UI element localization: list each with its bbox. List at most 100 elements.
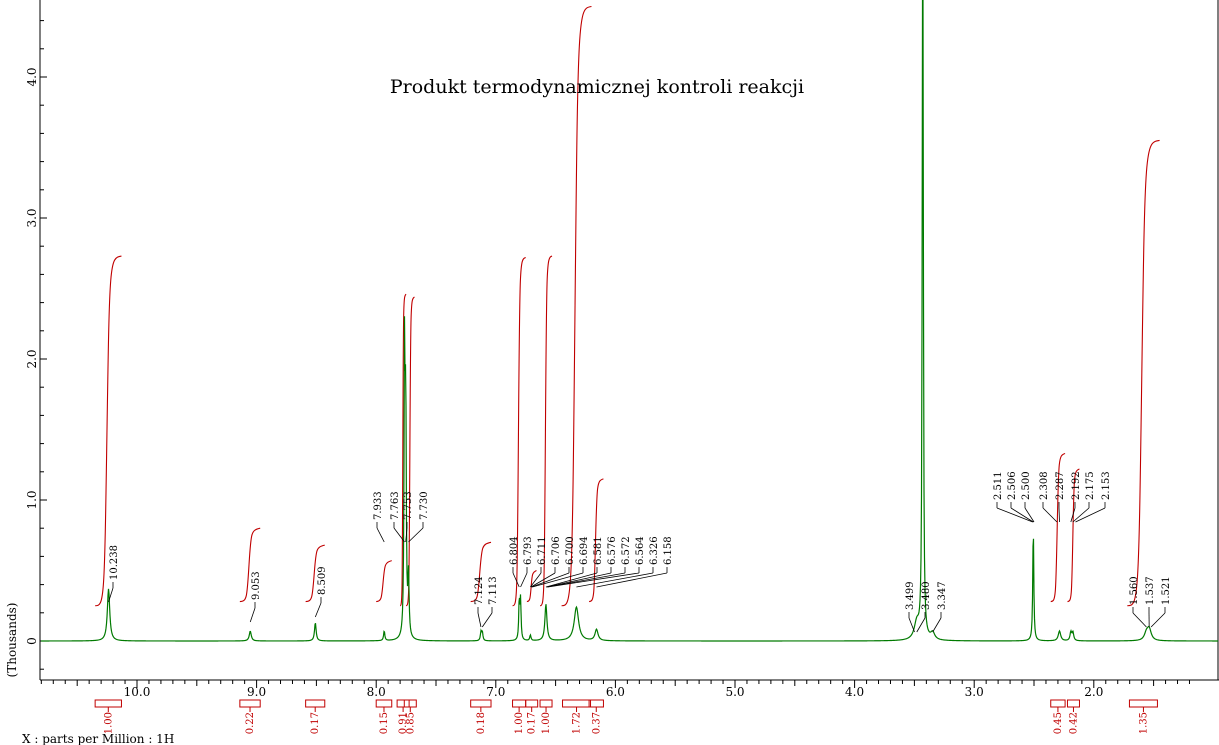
integration-bar	[539, 699, 553, 708]
integration-bar	[305, 699, 326, 708]
y-tick-label: 0	[25, 637, 39, 645]
peak-label-leader	[1010, 507, 1034, 523]
spectrum-trace	[41, 0, 1218, 642]
peak-label: 2.192	[1071, 471, 1082, 500]
integration-bar	[239, 699, 261, 708]
integration-value-label: 1.00	[103, 712, 114, 734]
integration-value-label: 0.91	[398, 712, 409, 734]
peak-label: 6.564	[635, 536, 646, 565]
peak-label: 3.499	[905, 581, 916, 610]
peak-label: 10.238	[109, 545, 120, 580]
peak-label: 2.287	[1055, 471, 1066, 500]
peak-label-leader	[576, 572, 654, 588]
integral-curve	[1067, 468, 1080, 603]
chart-title: Produkt termodynamicznej kontroli reakcj…	[390, 76, 804, 98]
peak-label-leader	[512, 572, 520, 588]
integration-bar	[396, 699, 410, 708]
peak-label: 6.804	[509, 536, 520, 565]
y-tick-label: 3.0	[25, 208, 39, 227]
peak-label: 3.480	[921, 581, 932, 610]
axes-layer: 0 1.0 2.0 3.0 4.0 10.0 9.0 8.0 7.0 6.0 5.0 4.0 3.0 2.…	[25, 0, 1219, 699]
integral-curve	[539, 255, 553, 607]
peak-label: 2.511	[993, 471, 1004, 500]
peak-label-leader	[477, 612, 482, 628]
peak-label-leader	[530, 572, 542, 588]
peak-label: 6.581	[593, 536, 604, 565]
integral-curve	[1050, 452, 1066, 603]
peak-label: 1.537	[1145, 576, 1156, 605]
peak-label-leader	[546, 572, 612, 588]
peak-label: 2.308	[1039, 471, 1050, 500]
peak-label: 6.158	[663, 536, 674, 565]
peak-label-leader	[916, 617, 926, 633]
integration-bar	[470, 699, 492, 708]
y-tick-label: 4.0	[25, 67, 39, 86]
peak-label-leader	[520, 572, 528, 588]
integral-curve	[405, 296, 415, 607]
y-tick-label: 1.0	[25, 490, 39, 509]
peak-label: 7.753	[403, 491, 414, 520]
integral-curve	[512, 256, 526, 607]
integral-curve	[561, 5, 592, 607]
integral-curve	[470, 541, 492, 603]
integral-curve	[95, 255, 122, 607]
integration-value-label: 1.00	[541, 712, 552, 734]
peak-label: 1.560	[1129, 576, 1140, 605]
peak-label-leader	[405, 527, 408, 543]
peak-label: 6.694	[579, 536, 590, 565]
integration-value-label: 0.42	[1068, 712, 1079, 734]
x-tick-label: 10.0	[124, 685, 151, 699]
peak-label: 7.933	[373, 491, 384, 520]
integration-bar	[1128, 699, 1158, 708]
integration-value-label: 0.45	[1053, 712, 1064, 734]
integral-curve	[589, 478, 604, 603]
peak-label-leader	[932, 617, 942, 633]
peak-label: 7.730	[419, 491, 430, 520]
peak-label-leader	[481, 612, 493, 628]
x-tick-label: 6.0	[606, 685, 625, 699]
integration-value-label: 0.22	[245, 712, 256, 734]
integral-curve	[399, 293, 407, 607]
peak-label-leader	[547, 572, 640, 588]
peak-label-leader	[1150, 612, 1166, 628]
integration-value-label: 0.15	[379, 712, 390, 734]
peak-labels-layer: 10.238 9.053 8.509 7.933 7.763 7.753 7.730 7.12…	[108, 471, 1172, 633]
peak-label-leader	[1075, 507, 1106, 523]
integral-curve	[239, 527, 261, 603]
peak-label-leader	[546, 572, 626, 588]
x-tick-label: 5.0	[725, 685, 744, 699]
peak-label-leader	[545, 572, 598, 588]
integral-curve	[305, 544, 325, 603]
peak-label-leader	[314, 602, 322, 618]
integration-bar	[562, 699, 592, 708]
peak-label-leader	[596, 572, 668, 588]
peak-label: 6.793	[523, 536, 534, 565]
integration-value-label: 0.17	[310, 712, 321, 734]
peak-label: 7.124	[474, 576, 485, 605]
integration-bar	[525, 699, 539, 708]
x-tick-label: 2.0	[1084, 685, 1103, 699]
peak-label: 6.326	[649, 536, 660, 565]
integration-bar	[512, 699, 527, 708]
peak-label-leader	[1024, 507, 1035, 523]
peak-label: 2.153	[1101, 471, 1112, 500]
integration-bar	[403, 699, 417, 708]
peak-label-leader	[1070, 507, 1076, 523]
peak-label: 6.711	[537, 536, 548, 565]
integration-bar	[1066, 699, 1080, 708]
peak-label-leader	[1042, 507, 1058, 523]
peak-label: 6.706	[551, 536, 562, 565]
x-tick-label: 7.0	[486, 685, 505, 699]
peak-label: 2.175	[1085, 471, 1096, 500]
peak-label: 2.500	[1021, 471, 1032, 500]
integration-value-label: 0.18	[476, 712, 487, 734]
peak-label: 6.576	[607, 536, 618, 565]
peak-label: 6.700	[565, 536, 576, 565]
peak-label-leader	[408, 527, 424, 543]
peak-label-leader	[376, 527, 385, 543]
peak-label-leader	[530, 572, 556, 588]
x-tick-label: 8.0	[367, 685, 386, 699]
peak-label: 8.509	[317, 566, 328, 595]
peak-label-leader	[393, 527, 405, 543]
integral-curve	[376, 560, 392, 603]
